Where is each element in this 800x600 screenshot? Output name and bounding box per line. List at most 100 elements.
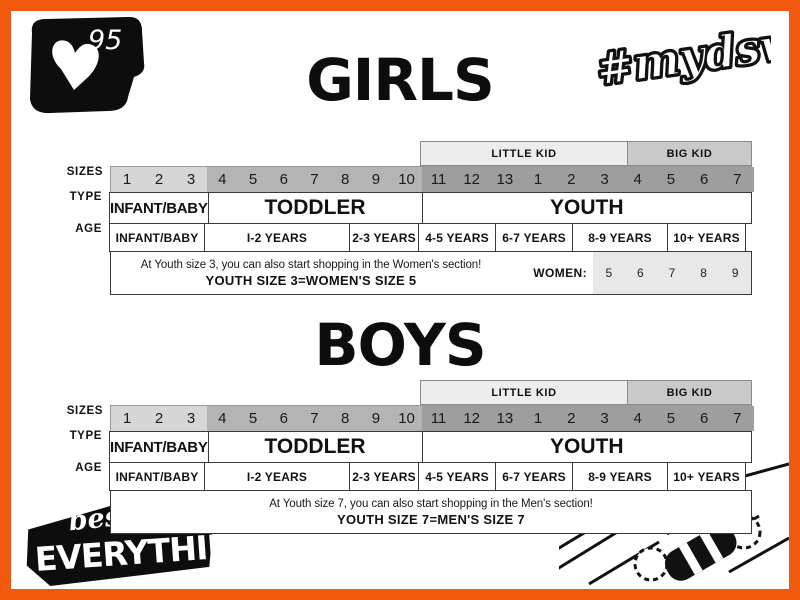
note-line2-girls: YOUTH SIZE 3=WOMEN'S SIZE 5 (205, 272, 417, 288)
age-row-boys: AGE INFANT/BABY I-2 YEARS 2-3 YEARS 4-5 YEA… (75, 462, 752, 491)
kid-band-row-girls: LITTLE KID BIG KID (420, 141, 752, 166)
note-row-girls: At Youth size 3, you can also start shop… (110, 251, 752, 295)
age-cell: 8-9 YEARS (572, 223, 668, 252)
size-cell-toddler: 4 (218, 410, 227, 427)
women-size-cell: 9 (731, 266, 739, 280)
age-cell: 6-7 YEARS (495, 223, 573, 252)
type-cell-toddler: TODDLER (207, 192, 423, 224)
women-label: WOMEN: (533, 266, 587, 280)
type-row-girls: TYPE INFANT/BABY TODDLER YOUTH (70, 191, 752, 224)
row-label-sizes: SIZES (66, 405, 103, 417)
size-cell-youth: 4 (633, 410, 642, 427)
size-cell-toddler: 6 (279, 410, 288, 427)
heart-badge-icon: 95 (30, 16, 145, 114)
size-cell-infant: 1 (122, 171, 132, 188)
size-cell-youth: 5 (666, 171, 676, 188)
size-cell-youth: 3 (600, 410, 609, 427)
little-kid-band: LITTLE KID (420, 141, 628, 166)
age-cell: 10+ YEARS (667, 223, 746, 252)
size-cell-toddler: 8 (340, 410, 350, 427)
size-cell-toddler: 5 (248, 410, 258, 427)
age-cell: I-2 YEARS (204, 462, 350, 491)
size-cell-infant: 2 (154, 171, 164, 188)
poster-canvas: 95 #mydsw #mydsw #mydsw best of EVERYTHI… (11, 11, 789, 589)
row-label-type: TYPE (69, 191, 102, 203)
type-cell-youth: YOUTH (421, 431, 752, 463)
size-cell-infant: 2 (154, 410, 164, 427)
size-cell-youth: 3 (600, 171, 609, 188)
sizes-segment-toddler: 4 5 6 7 8 9 10 (207, 406, 422, 431)
size-cell-youth: 7 (733, 171, 742, 188)
size-cell-youth: 13 (496, 171, 514, 188)
type-cell-infant: INFANT/BABY (109, 431, 209, 463)
age-cell: INFANT/BABY (109, 223, 205, 252)
row-label-sizes: SIZES (66, 166, 103, 178)
age-cell: 8-9 YEARS (572, 462, 668, 491)
size-cell-youth: 6 (699, 171, 709, 188)
age-cell: 4-5 YEARS (418, 223, 496, 252)
women-size-cell: 7 (668, 266, 676, 280)
type-cell-youth: YOUTH (421, 192, 752, 224)
age-cell: 2-3 YEARS (349, 223, 419, 252)
note-row-boys: At Youth size 7, you can also start shop… (110, 490, 752, 534)
size-cell-youth: 7 (733, 410, 742, 427)
type-row-boys: TYPE INFANT/BABY TODDLER YOUTH (70, 430, 752, 463)
sizes-segment-youth: 11 12 13 1 2 3 4 5 6 7 (421, 406, 754, 431)
page-title-girls: GIRLS (306, 46, 495, 114)
kid-band-row-boys: LITTLE KID BIG KID (420, 380, 752, 405)
size-cell-infant: 3 (186, 171, 196, 188)
note-line1-boys: At Youth size 7, you can also start shop… (269, 497, 593, 510)
badge-number: 95 (88, 25, 122, 56)
size-cell-infant: 1 (122, 410, 132, 427)
age-cell: 10+ YEARS (667, 462, 746, 491)
sizes-segment-toddler: 4 5 6 7 8 9 10 (207, 167, 422, 192)
age-row-girls: AGE INFANT/BABY I-2 YEARS 2-3 YEARS 4-5 YEA… (75, 223, 752, 252)
women-conversion-girls: WOMEN: 5 6 7 8 9 (505, 252, 751, 294)
size-cell-youth: 2 (567, 410, 576, 427)
size-cell-toddler: 10 (398, 171, 415, 188)
size-cell-youth: 4 (633, 171, 642, 188)
row-label-age: AGE (75, 223, 102, 235)
size-cell-youth: 13 (496, 410, 514, 427)
age-cell: INFANT/BABY (109, 462, 205, 491)
size-cell-toddler: 5 (248, 171, 258, 188)
women-size-cell: 5 (605, 266, 613, 280)
row-label-type: TYPE (69, 430, 102, 442)
type-cell-infant: INFANT/BABY (109, 192, 209, 224)
sizes-segment-youth: 11 12 13 1 2 3 4 5 6 7 (421, 167, 754, 192)
row-label-age: AGE (75, 462, 102, 474)
women-sizes-list: 5 6 7 8 9 (593, 252, 751, 294)
size-cell-toddler: 7 (310, 171, 319, 188)
sizes-segment-infant: 1 2 3 (111, 167, 207, 192)
size-cell-youth: 2 (567, 171, 576, 188)
size-cell-youth: 6 (699, 410, 709, 427)
little-kid-band: LITTLE KID (420, 380, 628, 405)
size-cell-youth: 11 (430, 410, 447, 427)
note-line2-boys: YOUTH SIZE 7=MEN'S SIZE 7 (337, 511, 525, 527)
women-size-cell: 8 (700, 266, 707, 280)
size-cell-toddler: 10 (398, 410, 415, 427)
size-cell-toddler: 7 (310, 410, 319, 427)
big-kid-band: BIG KID (628, 141, 752, 166)
page-title-boys: BOYS (314, 311, 486, 379)
age-cell: 2-3 YEARS (349, 462, 419, 491)
heart-badge-logo: 95 (16, 11, 151, 123)
size-cell-youth: 5 (666, 410, 676, 427)
size-cell-infant: 3 (186, 410, 196, 427)
size-cell-youth: 12 (463, 410, 481, 427)
mydsw-script-icon: #mydsw #mydsw #mydsw (591, 14, 789, 98)
size-cell-youth: 12 (463, 171, 481, 188)
size-cell-toddler: 6 (279, 171, 288, 188)
size-cell-toddler: 8 (340, 171, 350, 188)
sizes-segment-infant: 1 2 3 (111, 406, 207, 431)
age-cell: 4-5 YEARS (418, 462, 496, 491)
note-text-girls: At Youth size 3, you can also start shop… (111, 252, 505, 294)
size-cell-toddler: 9 (371, 171, 381, 188)
size-cell-youth: 1 (533, 171, 543, 188)
age-cell: I-2 YEARS (204, 223, 350, 252)
note-line1-girls: At Youth size 3, you can also start shop… (140, 258, 482, 271)
